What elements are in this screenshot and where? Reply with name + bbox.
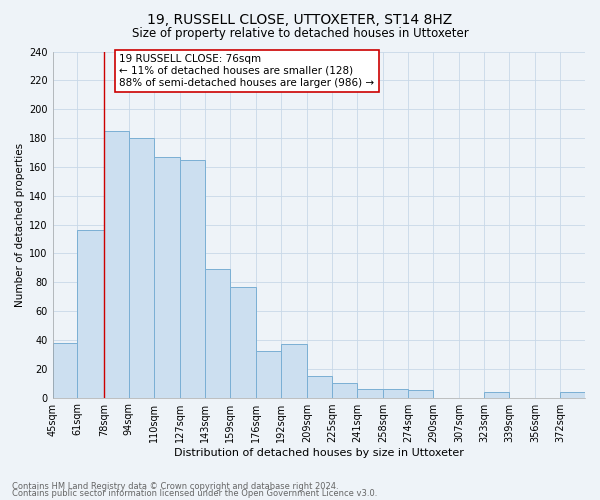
Bar <box>408 390 433 398</box>
Text: Size of property relative to detached houses in Uttoxeter: Size of property relative to detached ho… <box>131 28 469 40</box>
Y-axis label: Number of detached properties: Number of detached properties <box>15 142 25 306</box>
Bar <box>383 389 408 398</box>
Bar <box>230 286 256 398</box>
X-axis label: Distribution of detached houses by size in Uttoxeter: Distribution of detached houses by size … <box>174 448 464 458</box>
Bar <box>104 131 129 398</box>
Bar <box>129 138 154 398</box>
Text: 19 RUSSELL CLOSE: 76sqm
← 11% of detached houses are smaller (128)
88% of semi-d: 19 RUSSELL CLOSE: 76sqm ← 11% of detache… <box>119 54 374 88</box>
Bar <box>307 376 332 398</box>
Bar <box>77 230 104 398</box>
Bar <box>484 392 509 398</box>
Bar <box>154 157 180 398</box>
Text: Contains HM Land Registry data © Crown copyright and database right 2024.: Contains HM Land Registry data © Crown c… <box>12 482 338 491</box>
Bar <box>357 389 383 398</box>
Bar <box>281 344 307 398</box>
Bar <box>53 343 77 398</box>
Bar <box>332 383 357 398</box>
Bar <box>256 352 281 398</box>
Text: Contains public sector information licensed under the Open Government Licence v3: Contains public sector information licen… <box>12 489 377 498</box>
Text: 19, RUSSELL CLOSE, UTTOXETER, ST14 8HZ: 19, RUSSELL CLOSE, UTTOXETER, ST14 8HZ <box>148 12 452 26</box>
Bar <box>560 392 585 398</box>
Bar <box>180 160 205 398</box>
Bar <box>205 269 230 398</box>
